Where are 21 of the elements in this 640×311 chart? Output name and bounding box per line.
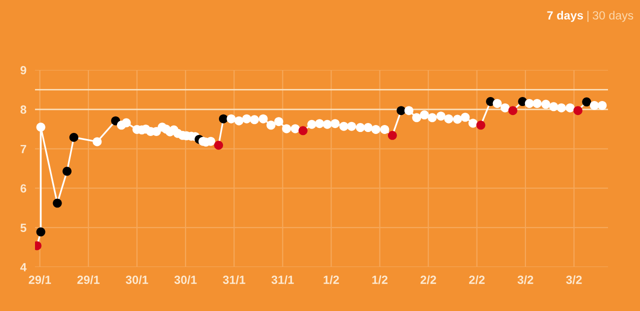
- x-tick-label: 31/1: [222, 275, 246, 284]
- text: |: [587, 10, 588, 22]
- x-tick-label: 1/2: [324, 275, 339, 284]
- x-tick-label: 2/2: [469, 275, 485, 284]
- x-tick-label: 29/1: [28, 275, 52, 284]
- y-tick-label: 7: [20, 144, 26, 154]
- x-tick-label: 29/1: [77, 275, 100, 284]
- x-tick-label: 30/1: [126, 275, 148, 284]
- y-tick-label: 9: [20, 66, 26, 74]
- x-tick-label: 1/2: [372, 275, 388, 284]
- y-tick-label: 8: [20, 105, 26, 114]
- x-tick-label: 3/2: [518, 275, 534, 284]
- x-tick-label: 31/1: [271, 275, 294, 284]
- y-tick-label: 4: [20, 263, 27, 272]
- text: 30 days: [592, 10, 634, 22]
- x-tick-label: 30/1: [174, 275, 197, 284]
- text: 7 days: [547, 10, 583, 22]
- x-tick-label: 3/2: [566, 275, 582, 284]
- x-tick-label: 2/2: [420, 275, 436, 284]
- y-tick-label: 6: [20, 184, 26, 193]
- y-tick-label: 5: [20, 224, 26, 232]
